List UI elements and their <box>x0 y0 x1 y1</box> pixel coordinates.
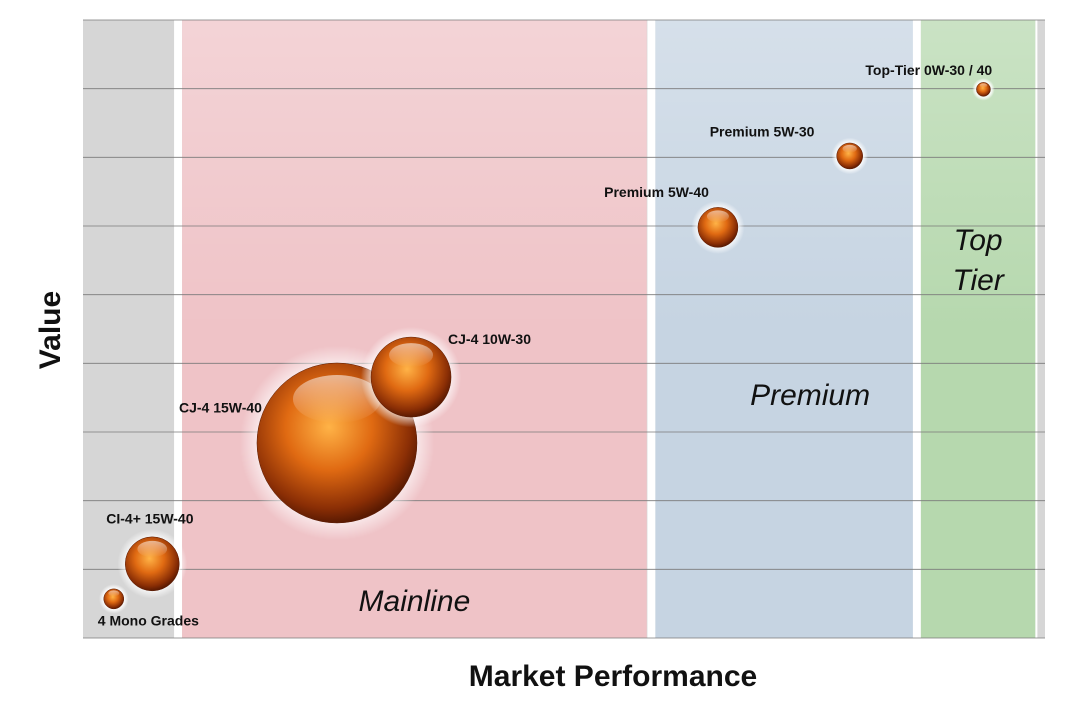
region-gap <box>647 20 656 638</box>
point-label: CJ-4 10W-30 <box>448 331 531 347</box>
bubble-highlight <box>292 374 381 423</box>
region-label: Tier <box>952 264 1004 297</box>
region-gap <box>174 20 183 638</box>
region-gap <box>912 20 921 638</box>
point-label: Premium 5W-30 <box>710 124 815 140</box>
point-label: CJ-4 15W-40 <box>179 400 262 416</box>
region-shine <box>182 20 647 329</box>
bubble-highlight <box>706 210 729 223</box>
bubble-highlight <box>137 540 168 558</box>
bubble-highlight <box>389 343 434 368</box>
bubble-highlight <box>979 83 988 88</box>
region-label: Premium <box>750 379 870 412</box>
bubble-highlight <box>108 590 120 597</box>
x-axis-title: Market Performance <box>469 660 757 693</box>
point-label: Premium 5W-40 <box>604 184 709 200</box>
point-label: Top-Tier 0W-30 / 40 <box>865 62 992 78</box>
region-shine <box>920 20 1036 329</box>
region-label: Mainline <box>359 585 471 618</box>
region-gap <box>1035 20 1038 638</box>
region-shine <box>655 20 914 329</box>
y-axis-title: Value <box>34 291 67 369</box>
region-label: Top <box>954 224 1003 257</box>
point-label: CI-4+ 15W-40 <box>106 511 193 527</box>
bubble-highlight <box>842 144 857 153</box>
point-label: 4 Mono Grades <box>98 613 199 629</box>
